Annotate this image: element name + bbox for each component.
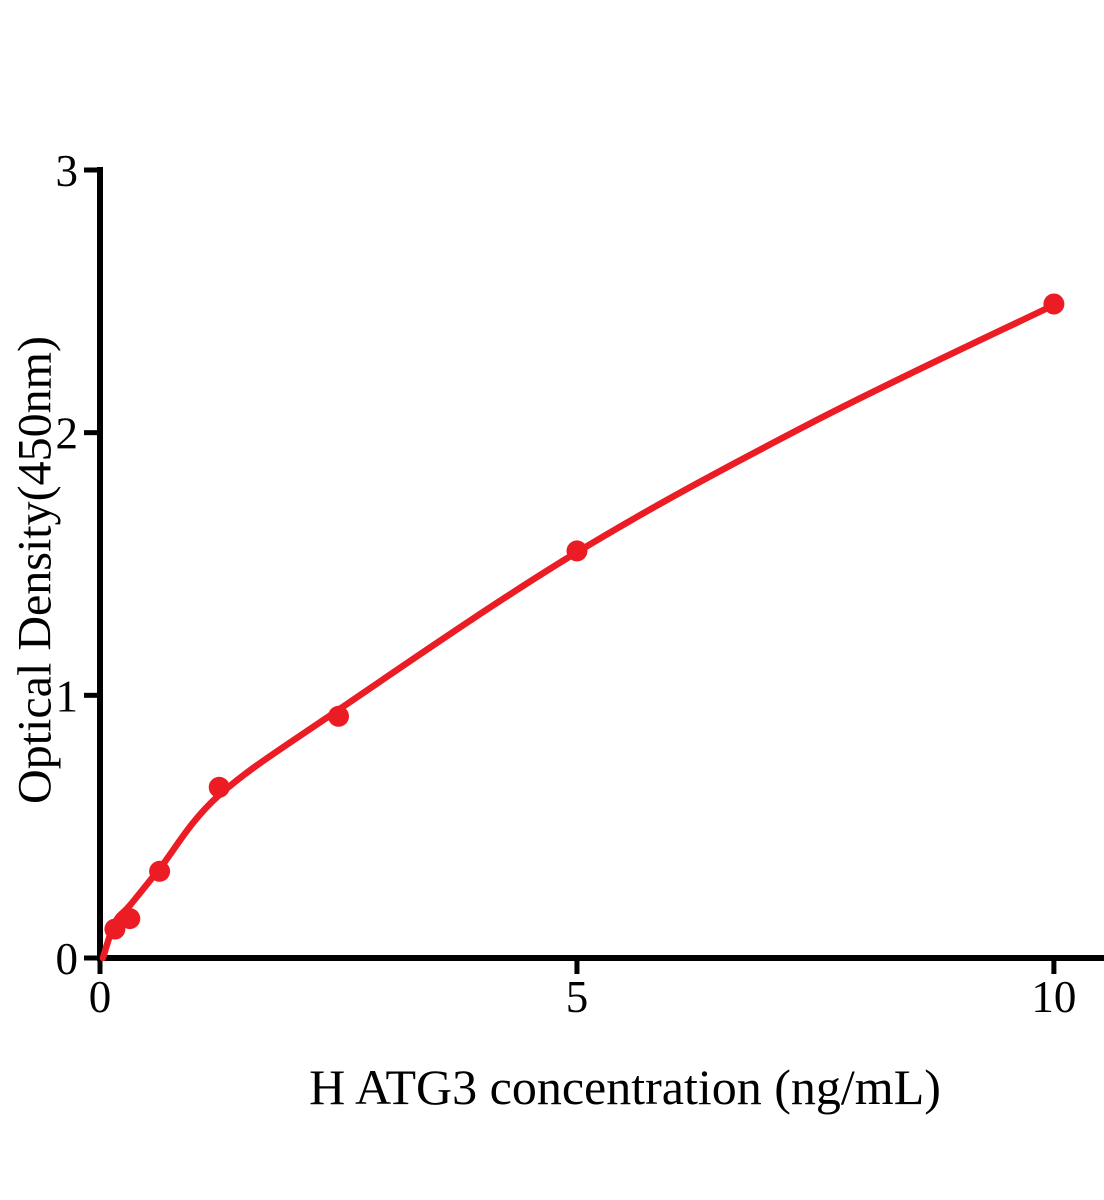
y-tick-label: 3: [56, 146, 79, 196]
data-point: [149, 860, 171, 882]
fit-curve: [99, 301, 1058, 962]
x-tick-label: 0: [89, 972, 112, 1022]
axes: [84, 166, 1104, 974]
fit-curve-path: [99, 301, 1058, 962]
data-point: [208, 776, 230, 798]
data-point: [328, 705, 349, 727]
tick-labels: 0 1 2 3 0 5 10: [56, 146, 1077, 1022]
y-tick-label: 1: [56, 671, 79, 721]
y-axis-title: Optical Density(450nm): [8, 336, 62, 804]
x-tick-label: 5: [566, 972, 589, 1022]
data-point: [104, 918, 126, 940]
data-point: [1043, 293, 1065, 315]
data-points: [104, 293, 1065, 940]
x-tick-label: 10: [1031, 972, 1076, 1022]
x-axis-title: H ATG3 concentration (ng/mL): [309, 1059, 941, 1115]
data-point: [119, 908, 141, 930]
data-point: [566, 540, 588, 562]
y-tick-label: 0: [56, 934, 79, 984]
y-tick-label: 2: [56, 409, 79, 459]
